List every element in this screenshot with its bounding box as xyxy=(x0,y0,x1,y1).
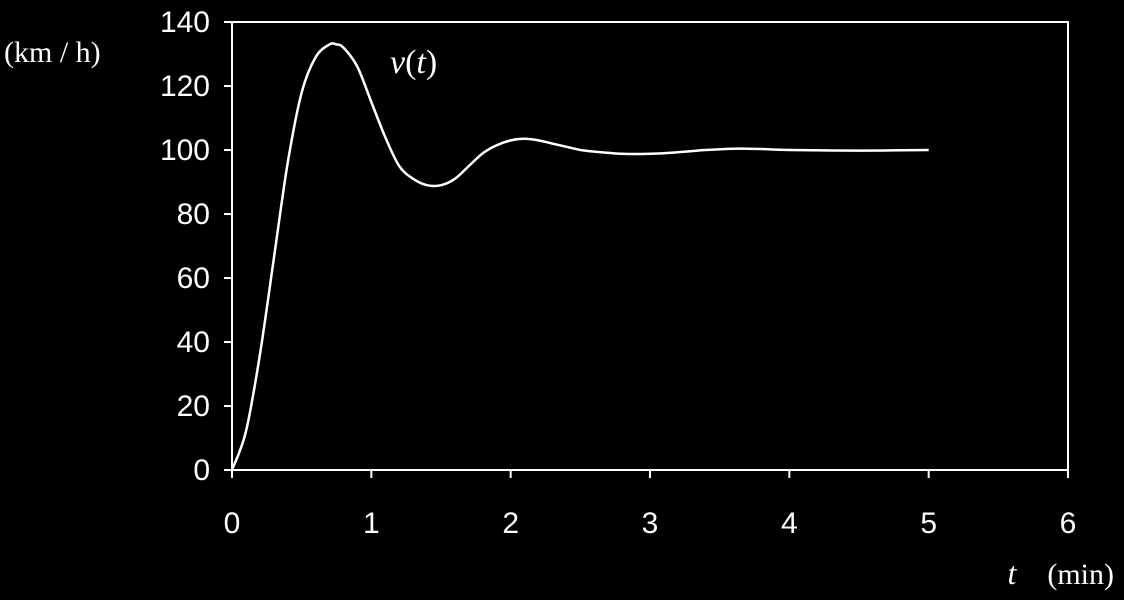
x-tick-label: 0 xyxy=(224,507,241,540)
series-label: v(t) xyxy=(390,44,437,81)
series-label-variable: v xyxy=(390,44,406,81)
y-tick-label: 0 xyxy=(193,454,210,487)
y-tick-label: 100 xyxy=(160,134,210,167)
y-tick-label: 120 xyxy=(160,70,210,103)
y-axis-label: (km / h) xyxy=(4,36,101,69)
x-tick-label: 2 xyxy=(502,507,519,540)
x-axis: 0 1 2 3 4 5 6 xyxy=(224,470,1077,540)
x-tick-label: 1 xyxy=(363,507,380,540)
x-tick-label: 6 xyxy=(1060,507,1077,540)
y-axis: 0 20 40 60 80 100 120 140 xyxy=(160,6,232,487)
x-axis-label-variable: t xyxy=(1008,555,1018,591)
x-tick-label: 3 xyxy=(642,507,659,540)
y-tick-label: 40 xyxy=(177,326,210,359)
y-tick-label: 20 xyxy=(177,390,210,423)
series-line-v xyxy=(230,42,929,471)
y-tick-label: 140 xyxy=(160,6,210,39)
y-tick-label: 60 xyxy=(177,262,210,295)
x-axis-label-unit: (min) xyxy=(1047,558,1114,591)
x-tick-label: 5 xyxy=(920,507,937,540)
plot-area-frame xyxy=(231,21,1069,471)
series-label-argument: t xyxy=(416,44,427,81)
y-tick-label: 80 xyxy=(177,198,210,231)
x-tick-label: 4 xyxy=(781,507,798,540)
